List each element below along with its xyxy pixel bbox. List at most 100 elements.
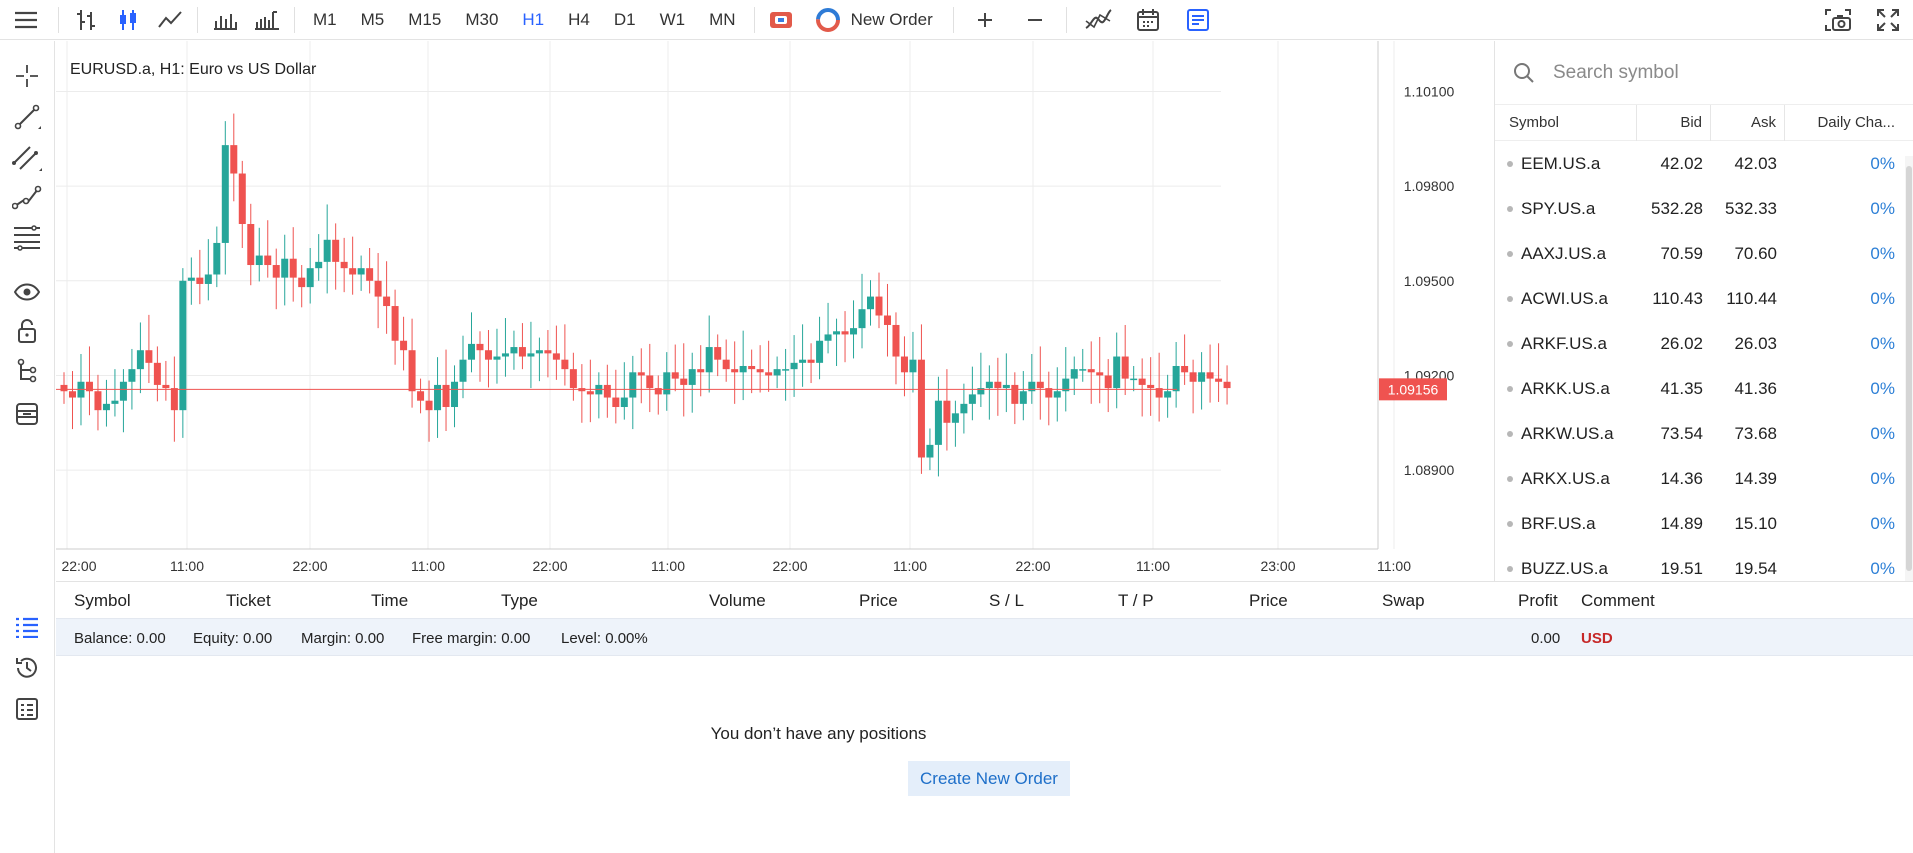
timeframe-m1[interactable]: M1 (313, 9, 337, 29)
col-swap[interactable]: Swap (1382, 591, 1425, 610)
candle-body (867, 296, 875, 310)
watchlist-row[interactable]: ARKW.US.a 73.54 73.68 0% (1495, 411, 1913, 456)
x-tick-label: 22:00 (772, 558, 807, 574)
watchlist-row[interactable]: ARKK.US.a 41.35 41.36 0% (1495, 366, 1913, 411)
column-header-bid[interactable]: Bid (1637, 104, 1711, 141)
one-click-trading-icon[interactable] (761, 0, 801, 40)
currency-label: USD (1581, 630, 1613, 647)
separator (197, 6, 198, 33)
journal-icon[interactable] (11, 693, 43, 725)
col-comment[interactable]: Comment (1581, 591, 1655, 610)
col-symbol[interactable]: Symbol (74, 591, 131, 610)
timeframe-m15[interactable]: M15 (408, 9, 442, 29)
ask-price: 110.44 (1726, 288, 1777, 308)
candle-body (417, 391, 425, 401)
candle-body (1121, 356, 1129, 379)
menu-icon[interactable] (0, 0, 52, 40)
volume-ticks-icon[interactable] (246, 0, 288, 40)
trend-line-icon[interactable] (11, 101, 43, 133)
column-header-symbol[interactable]: Symbol (1495, 104, 1637, 141)
candle-body (909, 359, 917, 373)
candle-body (518, 347, 526, 357)
column-header-ask[interactable]: Ask (1711, 104, 1785, 141)
search-input[interactable] (1553, 61, 1853, 84)
candle-body (1045, 388, 1053, 398)
watchlist-row[interactable]: SPY.US.a 532.28 532.33 0% (1495, 186, 1913, 231)
y-tick-label: 1.09800 (1404, 178, 1455, 194)
status-dot (1507, 340, 1513, 347)
watchlist-row[interactable]: ARKX.US.a 14.36 14.39 0% (1495, 456, 1913, 501)
positions-panel: Symbol Ticket Time Type Volume Price S /… (56, 581, 1913, 853)
watchlist-scrollbar[interactable] (1905, 156, 1913, 581)
watchlist-row[interactable]: ACWI.US.a 110.43 110.44 0% (1495, 276, 1913, 321)
candle-body (349, 268, 357, 275)
candle-body (892, 324, 900, 357)
candle-body (807, 359, 815, 363)
col-current-price[interactable]: Price (1249, 591, 1288, 610)
zoom-out-icon[interactable] (1010, 0, 1060, 40)
col-volume[interactable]: Volume (709, 591, 766, 610)
candlestick-icon[interactable] (107, 0, 149, 40)
watchlist-row[interactable]: AAXJ.US.a 70.59 70.60 0% (1495, 231, 1913, 276)
chart-canvas[interactable]: 1.101001.098001.095001.092001.0890022:00… (56, 41, 1493, 581)
candle-body (1087, 369, 1095, 373)
ask-price: 14.39 (1734, 468, 1777, 488)
timeframe-m30[interactable]: M30 (465, 9, 499, 29)
col-take-profit[interactable]: T / P (1118, 591, 1154, 610)
lock-icon[interactable] (11, 315, 43, 347)
account-summary-bar: Balance: 0.00 Equity: 0.00 Margin: 0.00 … (56, 618, 1913, 656)
eye-icon[interactable] (11, 276, 43, 308)
row-symbol: ARKX.US.a (1495, 469, 1637, 489)
timeframe-d1[interactable]: D1 (613, 9, 636, 29)
zoom-in-icon[interactable] (960, 0, 1010, 40)
ask-price: 532.33 (1725, 198, 1777, 218)
candle-body (289, 258, 297, 278)
timeframe-h4[interactable]: H4 (568, 9, 590, 29)
object-tree-icon[interactable] (11, 355, 43, 387)
crosshair-icon[interactable] (11, 60, 43, 92)
screenshot-icon[interactable] (1813, 0, 1863, 40)
channel-icon[interactable] (11, 141, 43, 173)
history-icon[interactable] (11, 652, 43, 684)
candle-body (816, 340, 824, 363)
scrollbar-thumb[interactable] (1906, 166, 1912, 571)
candle-body (1011, 384, 1019, 404)
col-ticket[interactable]: Ticket (226, 591, 271, 610)
create-new-order-button[interactable]: Create New Order (908, 761, 1070, 796)
fibonacci-icon[interactable] (11, 221, 43, 253)
layers-icon[interactable] (11, 398, 43, 430)
watchlist-row[interactable]: ARKF.US.a 26.02 26.03 0% (1495, 321, 1913, 366)
volume-bars-icon[interactable] (204, 0, 246, 40)
positions-list-icon[interactable] (11, 611, 43, 643)
timeframe-mn[interactable]: MN (709, 9, 736, 29)
col-profit[interactable]: Profit (1518, 591, 1558, 610)
symbol-name: SPY.US.a (1521, 198, 1596, 218)
column-header-daily-change[interactable]: Daily Cha... (1817, 114, 1895, 131)
timeframe-m5[interactable]: M5 (360, 9, 385, 29)
symbol-name: ACWI.US.a (1521, 288, 1608, 308)
calendar-icon[interactable] (1123, 0, 1173, 40)
timeframe-h1[interactable]: H1 (522, 9, 545, 29)
ask-price: 42.03 (1734, 153, 1777, 173)
timeframe-w1[interactable]: W1 (659, 9, 686, 29)
separator (1065, 6, 1067, 33)
price-chart[interactable]: 1.10100 1.09800 1.09500 1.09200 1.08900 22:00… (56, 41, 1493, 581)
candle-body (1079, 369, 1087, 371)
row-symbol: AAXJ.US.a (1495, 244, 1637, 264)
line-chart-icon[interactable] (149, 0, 191, 40)
col-time[interactable]: Time (371, 591, 409, 610)
fullscreen-icon[interactable] (1863, 0, 1913, 40)
polyline-icon[interactable] (11, 181, 43, 213)
col-stop-loss[interactable]: S / L (989, 591, 1024, 610)
bar-chart-icon[interactable] (65, 0, 107, 40)
candle-body (1172, 365, 1180, 392)
watchlist-row[interactable]: BRF.US.a 14.89 15.10 0% (1495, 501, 1913, 546)
watchlist-row[interactable]: EEM.US.a 42.02 42.03 0% (1495, 141, 1913, 186)
col-type[interactable]: Type (501, 591, 538, 610)
col-price[interactable]: Price (859, 591, 898, 610)
watchlist-row[interactable]: BUZZ.US.a 19.51 19.54 0% (1495, 546, 1913, 581)
depth-icon[interactable] (1173, 0, 1223, 40)
indicators-icon[interactable] (1073, 0, 1123, 40)
new-order-button[interactable]: New Order (801, 0, 947, 40)
status-dot (1507, 520, 1513, 527)
